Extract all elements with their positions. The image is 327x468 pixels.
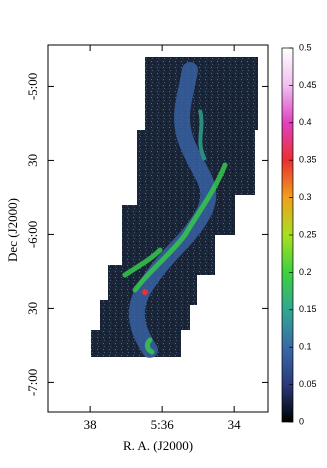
colorbar-tick-label: 0 [299,416,304,426]
plot-frame [47,44,269,413]
colorbar-tick-label: 0.3 [299,192,312,202]
colorbar-tick-label: 0.05 [299,379,317,389]
colorbar-tick-label: 0.5 [299,42,312,52]
colorbar-tick-label: 0.15 [299,304,317,314]
sky-image [91,57,258,358]
colorbar-tick-label: 0.25 [299,229,317,239]
y-tick-label: -5:00 [25,73,40,100]
colorbar-tick-label: 0.2 [299,267,312,277]
x-tick-label: 34 [228,417,242,432]
y-tick-label: -6:00 [25,221,40,248]
y-tick-label: -7:00 [25,369,40,396]
colorbar-tick-label: 0.45 [299,80,317,90]
x-axis-label: R. A. (J2000) [123,438,193,453]
y-axis-label: Dec (J2000) [5,198,20,262]
y-tick-label: 30 [25,302,40,315]
colorbar-tick-label: 0.35 [299,155,317,165]
colorbar-tick-label: 0.4 [299,117,312,127]
colorbar-tick-label: 0.1 [299,342,312,352]
y-tick-label: 30 [25,154,40,167]
x-tick-label: 38 [84,417,97,432]
x-tick-label: 5:36 [151,417,175,432]
